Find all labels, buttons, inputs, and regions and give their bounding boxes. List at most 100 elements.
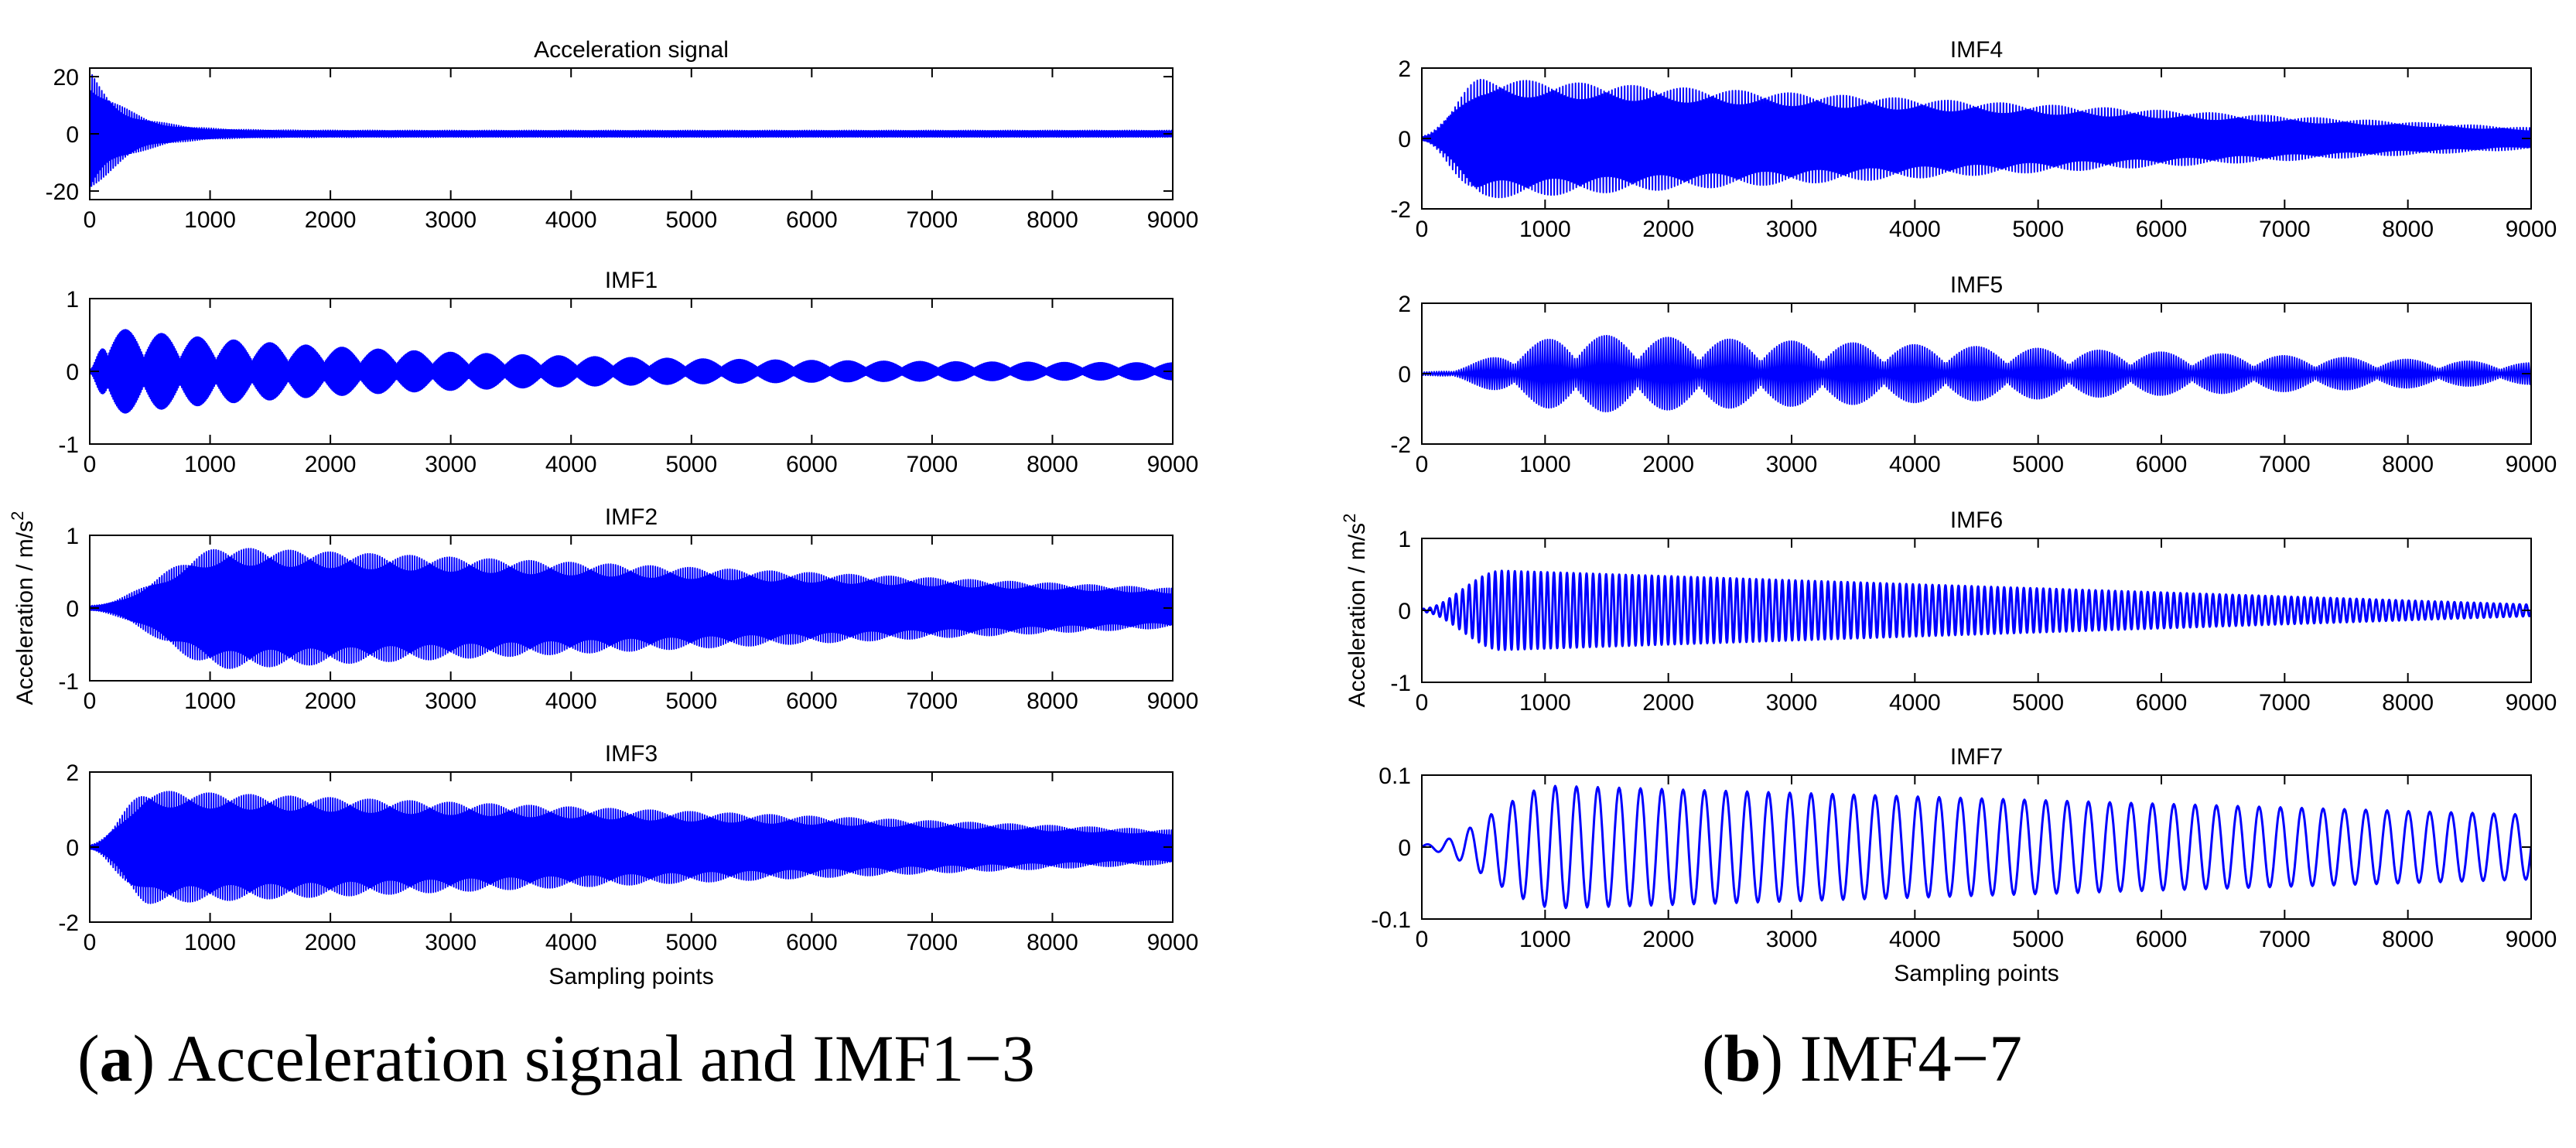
x-tick-label-b4-5000: 5000 [2012,927,2064,952]
x-tick-label-a3-8000: 8000 [1027,688,1078,714]
y-tick-label-a2-0: 0 [66,360,79,385]
y-tick-label-b2--2: -2 [1390,432,1411,458]
y-tick-label-a4-2: 2 [66,760,79,786]
x-tick-label-a3-6000: 6000 [786,688,838,714]
chart-title-a4: IMF3 [605,741,658,767]
y-tick-label-b3-1: 1 [1398,527,1411,552]
trace-a4 [90,791,1173,904]
y-tick-label-b4--0.1: -0.1 [1371,907,1411,933]
x-tick-label-a4-5000: 5000 [665,930,717,955]
x-tick-label-b1-1000: 1000 [1519,217,1571,242]
y-tick-label-a3-1: 1 [66,524,79,549]
chart-b1: 0 1000 2000 3000 4000 5000 6000 7000 8000 9000-20… [1390,37,2557,242]
x-tick-label-a4-7000: 7000 [907,930,958,955]
y-tick-label-b1-0: 0 [1398,127,1411,152]
y-tick-label-a4-0: 0 [66,835,79,861]
x-tick-label-a3-2000: 2000 [305,688,357,714]
caption-a-text: Acceleration signal and IMF1−3 [155,1021,1035,1095]
x-tick-label-b3-9000: 9000 [2506,690,2557,716]
x-tick-label-b4-0: 0 [1416,927,1429,952]
y-axis-label-base: Acceleration / m/s [12,521,38,705]
caption-b: (b) IMF4−7 [1702,1025,2022,1092]
x-tick-label-b1-7000: 7000 [2259,217,2311,242]
caption-a-open: ( [77,1021,100,1095]
x-tick-label-a4-0: 0 [84,930,97,955]
x-tick-label-a2-2000: 2000 [305,452,357,477]
y-tick-label-a2-1: 1 [66,287,79,313]
x-tick-label-a3-3000: 3000 [425,688,477,714]
y-tick-label-b4-0.1: 0.1 [1379,764,1411,789]
trace-a3 [90,548,1173,669]
x-tick-label-a2-4000: 4000 [545,452,597,477]
y-axis-label-base: Acceleration / m/s [1344,523,1370,707]
caption-a-letter: a [99,1021,133,1095]
chart-title-b4: IMF7 [1950,744,2003,770]
x-tick-label-a3-4000: 4000 [545,688,597,714]
x-tick-label-b4-2000: 2000 [1642,927,1694,952]
x-tick-label-b1-8000: 8000 [2382,217,2434,242]
y-tick-label-a1-20: 20 [53,65,79,91]
chart-a2: 0 1000 2000 3000 4000 5000 6000 7000 8000 9000-10… [58,268,1198,477]
x-tick-label-b4-9000: 9000 [2506,927,2557,952]
x-tick-label-a3-5000: 5000 [665,688,717,714]
y-tick-label-b3--1: -1 [1390,671,1411,696]
x-tick-label-b3-3000: 3000 [1766,690,1818,716]
x-tick-label-b3-7000: 7000 [2259,690,2311,716]
y-axis-label-a3: Acceleration / m/s2 [8,511,38,706]
x-tick-label-b4-7000: 7000 [2259,927,2311,952]
y-tick-label-b2-2: 2 [1398,292,1411,317]
caption-a-close: ) [132,1021,155,1095]
x-tick-label-b3-6000: 6000 [2136,690,2188,716]
x-tick-label-b2-5000: 5000 [2012,452,2064,477]
y-tick-label-a3--1: -1 [58,669,79,695]
chart-title-b3: IMF6 [1950,507,2003,533]
y-tick-label-a3-0: 0 [66,596,79,622]
chart-b3: 0 1000 2000 3000 4000 5000 6000 7000 8000 9000-10… [1340,507,2557,716]
x-tick-label-b1-2000: 2000 [1642,217,1694,242]
x-tick-label-a2-8000: 8000 [1027,452,1078,477]
x-tick-label-a1-5000: 5000 [665,207,717,233]
x-tick-label-a3-0: 0 [84,688,97,714]
chart-a3: 0 1000 2000 3000 4000 5000 6000 7000 8000 9000-10… [8,504,1198,714]
x-tick-label-b2-8000: 8000 [2382,452,2434,477]
chart-title-b2: IMF5 [1950,272,2003,298]
x-tick-label-a2-1000: 1000 [184,452,236,477]
x-tick-label-a2-7000: 7000 [907,452,958,477]
x-tick-label-b1-3000: 3000 [1766,217,1818,242]
x-tick-label-b1-5000: 5000 [2012,217,2064,242]
x-tick-label-a1-8000: 8000 [1027,207,1078,233]
x-tick-label-b4-3000: 3000 [1766,927,1818,952]
x-tick-label-b3-1000: 1000 [1519,690,1571,716]
y-tick-label-a1--20: -20 [46,179,79,205]
x-tick-label-a2-0: 0 [84,452,97,477]
y-tick-label-a2--1: -1 [58,432,79,458]
x-tick-label-b2-7000: 7000 [2259,452,2311,477]
x-tick-label-b2-1000: 1000 [1519,452,1571,477]
chart-title-a2: IMF1 [605,268,658,293]
x-tick-label-b2-9000: 9000 [2506,452,2557,477]
chart-title-b1: IMF4 [1950,37,2003,63]
x-tick-label-a4-3000: 3000 [425,930,477,955]
x-tick-label-b2-2000: 2000 [1642,452,1694,477]
x-tick-label-a2-3000: 3000 [425,452,477,477]
x-tick-label-a3-7000: 7000 [907,688,958,714]
caption-b-close: ) [1761,1021,1784,1095]
x-tick-label-a3-9000: 9000 [1147,688,1199,714]
x-tick-label-a1-6000: 6000 [786,207,838,233]
chart-b4: 0 1000 2000 3000 4000 5000 6000 7000 8000 9000 -0.… [1371,744,2557,986]
x-tick-label-a1-4000: 4000 [545,207,597,233]
x-tick-label-a1-0: 0 [84,207,97,233]
x-tick-label-a1-7000: 7000 [907,207,958,233]
chart-b2: 0 1000 2000 3000 4000 5000 6000 7000 8000 9000-20… [1390,272,2557,477]
x-tick-label-a4-2000: 2000 [305,930,357,955]
x-tick-label-a1-2000: 2000 [305,207,357,233]
caption-b-open: ( [1702,1021,1724,1095]
trace-b1 [1422,78,2531,199]
x-tick-label-a3-1000: 1000 [184,688,236,714]
x-axis-label-a4: Sampling points [548,964,713,989]
x-tick-label-b2-3000: 3000 [1766,452,1818,477]
x-tick-label-b1-6000: 6000 [2136,217,2188,242]
y-axis-label-superscript: 2 [1340,514,1359,523]
y-tick-label-b1--2: -2 [1390,197,1411,223]
